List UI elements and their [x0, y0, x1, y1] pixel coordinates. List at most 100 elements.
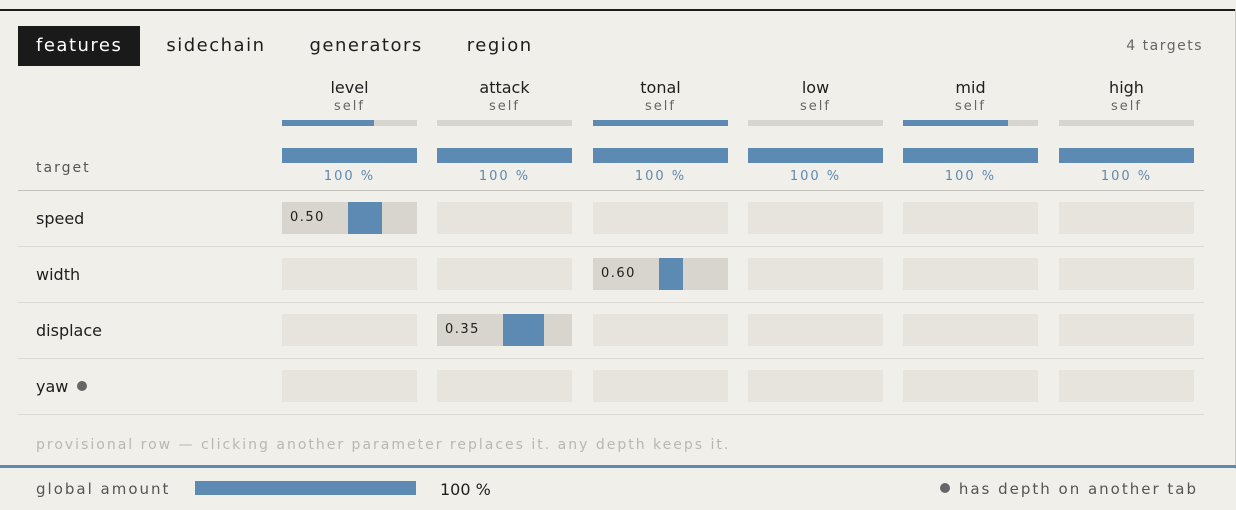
column-low: low self 100 % [748, 78, 883, 184]
modulation-slider[interactable]: 0.60 [593, 258, 728, 290]
modulation-cell[interactable] [748, 202, 883, 234]
column-depth-slider[interactable] [903, 148, 1038, 163]
modulation-cell[interactable] [282, 258, 417, 290]
legend: has depth on another tab [939, 480, 1198, 498]
top-rule [0, 9, 1236, 11]
modulation-handle[interactable] [503, 314, 545, 346]
tab-region[interactable]: region [466, 35, 533, 56]
column-depth-fill [282, 148, 417, 163]
feature-level-meter [437, 120, 572, 126]
column-depth-slider[interactable] [593, 148, 728, 163]
column-source[interactable]: self [800, 99, 831, 114]
row-label-speed[interactable]: speed [36, 191, 84, 247]
modulation-cell[interactable] [593, 314, 728, 346]
table-row: yaw [18, 359, 1204, 415]
column-depth-fill [903, 148, 1038, 163]
column-name: low [801, 78, 830, 97]
feature-level-meter [903, 120, 1038, 126]
column-name: high [1109, 78, 1144, 97]
column-depth-value: 100 % [323, 169, 376, 184]
row-label-displace[interactable]: displace [36, 303, 102, 359]
global-amount-value: 100 % [440, 480, 491, 499]
modulation-cell[interactable] [437, 258, 572, 290]
modulation-cell[interactable] [903, 202, 1038, 234]
column-source[interactable]: self [489, 99, 520, 114]
global-amount-fill [195, 481, 416, 495]
column-source[interactable]: self [334, 99, 365, 114]
modulation-cell[interactable] [593, 370, 728, 402]
modulation-cell[interactable] [903, 370, 1038, 402]
modulation-cell[interactable] [282, 370, 417, 402]
modulation-value: 0.35 [445, 322, 480, 337]
global-amount-slider[interactable] [195, 481, 416, 495]
modulation-cell[interactable] [1059, 370, 1194, 402]
row-divider [18, 358, 1204, 359]
modulation-cell[interactable] [903, 258, 1038, 290]
row-label-yaw[interactable]: yaw [36, 359, 88, 415]
tab-sidechain[interactable]: sidechain [166, 35, 266, 56]
modulation-handle[interactable] [348, 202, 383, 234]
column-source[interactable]: self [955, 99, 986, 114]
column-source[interactable]: self [645, 99, 676, 114]
modulation-slider[interactable]: 0.35 [437, 314, 572, 346]
column-depth-slider[interactable] [748, 148, 883, 163]
row-label-text: speed [36, 209, 85, 228]
column-high: high self 100 % [1059, 78, 1194, 184]
column-depth-value: 100 % [944, 169, 997, 184]
feature-level-meter [282, 120, 417, 126]
column-tonal: tonal self 100 % [593, 78, 728, 184]
column-depth-fill [593, 148, 728, 163]
row-divider [18, 414, 1204, 415]
modulation-cell[interactable] [1059, 314, 1194, 346]
modulation-value: 0.50 [290, 210, 325, 225]
modulation-cell[interactable] [1059, 258, 1194, 290]
row-label-width[interactable]: width [36, 247, 80, 303]
column-depth-slider[interactable] [1059, 148, 1194, 163]
column-depth-value: 100 % [789, 169, 842, 184]
modulation-cell[interactable] [748, 258, 883, 290]
row-label-text: yaw [36, 377, 69, 396]
feature-level-fill [282, 120, 374, 126]
column-level: level self 100 % [282, 78, 417, 184]
target-header: target [36, 160, 91, 176]
feature-level-meter [593, 120, 728, 126]
table-row: speed 0.50 [18, 191, 1204, 247]
global-amount-label: global amount [36, 480, 171, 498]
column-depth-slider[interactable] [282, 148, 417, 163]
modulation-cell[interactable] [748, 314, 883, 346]
targets-count: 4 targets [1126, 38, 1203, 54]
tab-bar: features sidechain generators region [18, 26, 551, 66]
column-name: level [330, 78, 369, 97]
column-depth-value: 100 % [1100, 169, 1153, 184]
column-source[interactable]: self [1111, 99, 1142, 114]
column-depth-fill [748, 148, 883, 163]
modulation-slider[interactable]: 0.50 [282, 202, 417, 234]
table-row: displace 0.35 [18, 303, 1204, 359]
row-divider [18, 246, 1204, 247]
column-depth-value: 100 % [634, 169, 687, 184]
column-name: mid [955, 78, 986, 97]
tab-features[interactable]: features [18, 26, 141, 66]
column-depth-fill [437, 148, 572, 163]
modulation-handle[interactable] [659, 258, 684, 290]
depth-dot-icon [77, 381, 88, 391]
column-depth-fill [1059, 148, 1194, 163]
modulation-cell[interactable] [282, 314, 417, 346]
column-name: tonal [640, 78, 681, 97]
column-mid: mid self 100 % [903, 78, 1038, 184]
modulation-cell[interactable] [437, 370, 572, 402]
tab-generators[interactable]: generators [309, 35, 423, 56]
column-depth-value: 100 % [478, 169, 531, 184]
feature-level-meter [1059, 120, 1194, 126]
modulation-cell[interactable] [1059, 202, 1194, 234]
modulation-cell[interactable] [748, 370, 883, 402]
modulation-cell[interactable] [437, 202, 572, 234]
header-divider [18, 190, 1204, 191]
column-name: attack [479, 78, 530, 97]
depth-dot-icon [939, 483, 950, 493]
column-depth-slider[interactable] [437, 148, 572, 163]
provisional-note: provisional row — clicking another param… [36, 437, 731, 453]
modulation-cell[interactable] [903, 314, 1038, 346]
modulation-cell[interactable] [593, 202, 728, 234]
row-divider [18, 302, 1204, 303]
